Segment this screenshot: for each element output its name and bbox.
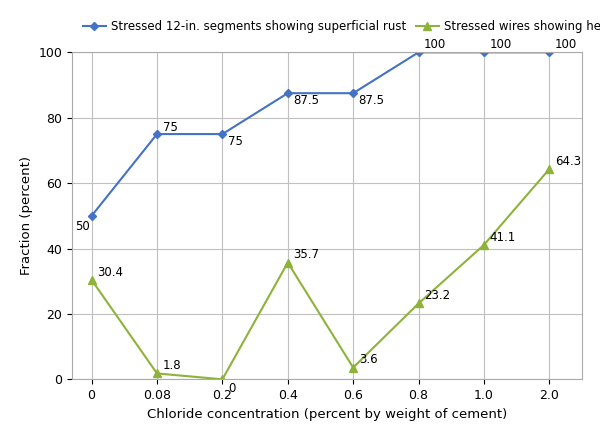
Stressed wires showing heavy rust	[415, 301, 422, 306]
Stressed 12-in. segments showing superficial rust	[154, 132, 161, 137]
Legend: Stressed 12-in. segments showing superficial rust, Stressed wires showing heavy : Stressed 12-in. segments showing superfi…	[78, 16, 600, 38]
X-axis label: Chloride concentration (percent by weight of cement): Chloride concentration (percent by weigh…	[147, 408, 507, 421]
Stressed wires showing heavy rust	[284, 260, 292, 265]
Stressed 12-in. segments showing superficial rust	[88, 213, 95, 218]
Text: 75: 75	[163, 121, 178, 134]
Stressed 12-in. segments showing superficial rust	[481, 50, 488, 55]
Stressed wires showing heavy rust	[219, 377, 226, 382]
Stressed wires showing heavy rust	[350, 365, 357, 370]
Text: 100: 100	[424, 38, 446, 51]
Stressed wires showing heavy rust	[88, 277, 95, 283]
Text: 87.5: 87.5	[359, 94, 385, 107]
Text: 41.1: 41.1	[490, 231, 516, 244]
Line: Stressed wires showing heavy rust: Stressed wires showing heavy rust	[88, 165, 553, 384]
Line: Stressed 12-in. segments showing superficial rust: Stressed 12-in. segments showing superfi…	[88, 49, 553, 219]
Text: 3.6: 3.6	[359, 354, 377, 366]
Text: 35.7: 35.7	[293, 249, 319, 262]
Stressed 12-in. segments showing superficial rust	[350, 91, 357, 96]
Stressed 12-in. segments showing superficial rust	[546, 50, 553, 55]
Text: 100: 100	[555, 38, 577, 51]
Y-axis label: Fraction (percent): Fraction (percent)	[20, 157, 33, 275]
Text: 0: 0	[228, 382, 235, 395]
Text: 64.3: 64.3	[555, 155, 581, 168]
Text: 50: 50	[75, 220, 89, 233]
Stressed 12-in. segments showing superficial rust	[415, 50, 422, 55]
Stressed wires showing heavy rust	[481, 242, 488, 248]
Text: 100: 100	[490, 38, 512, 51]
Text: 75: 75	[228, 135, 243, 148]
Text: 1.8: 1.8	[163, 359, 181, 372]
Text: 30.4: 30.4	[97, 266, 123, 279]
Text: 87.5: 87.5	[293, 94, 319, 107]
Stressed wires showing heavy rust	[546, 167, 553, 172]
Stressed wires showing heavy rust	[154, 371, 161, 376]
Text: 23.2: 23.2	[424, 290, 450, 302]
Stressed 12-in. segments showing superficial rust	[284, 91, 292, 96]
Stressed 12-in. segments showing superficial rust	[219, 132, 226, 137]
